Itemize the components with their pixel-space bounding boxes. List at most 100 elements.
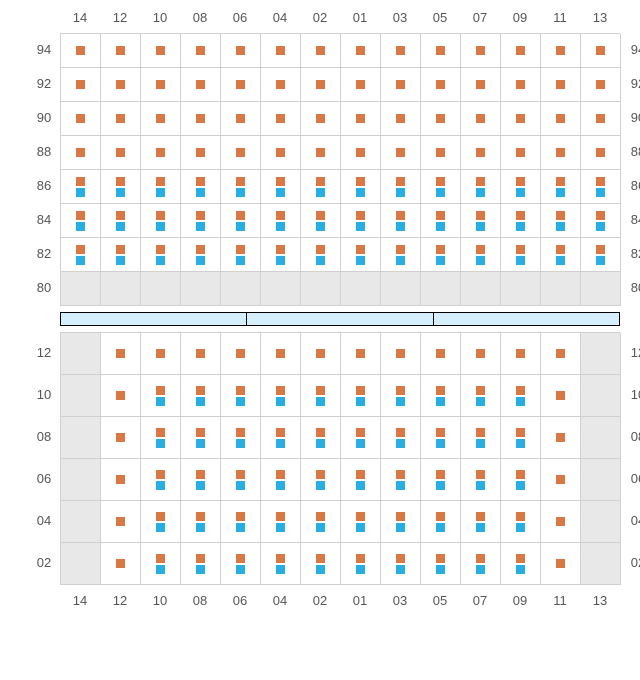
marker-blue — [276, 481, 285, 490]
grid-cell — [501, 417, 541, 459]
grid-cell — [461, 272, 501, 306]
marker-orange — [436, 470, 445, 479]
marker-orange — [196, 46, 205, 55]
marker-blue — [156, 256, 165, 265]
marker-orange — [516, 428, 525, 437]
marker-orange — [356, 80, 365, 89]
marker-orange — [156, 554, 165, 563]
marker-blue — [476, 222, 485, 231]
marker-orange — [396, 80, 405, 89]
marker-orange — [516, 512, 525, 521]
grid-cell — [501, 204, 541, 238]
grid-cell — [141, 501, 181, 543]
upper-grid-section: 94949292909088888686848482828080 — [20, 33, 620, 306]
marker-orange — [316, 512, 325, 521]
marker-orange — [356, 114, 365, 123]
column-label: 02 — [300, 593, 340, 608]
grid-cell — [61, 102, 101, 136]
marker-orange — [396, 349, 405, 358]
grid-cell — [221, 333, 261, 375]
marker-orange — [196, 177, 205, 186]
grid-cell — [501, 375, 541, 417]
grid-cell — [61, 34, 101, 68]
marker-blue — [276, 222, 285, 231]
marker-orange — [356, 554, 365, 563]
grid-cell — [101, 501, 141, 543]
marker-orange — [236, 46, 245, 55]
marker-blue — [356, 565, 365, 574]
marker-blue — [196, 523, 205, 532]
marker-orange — [236, 349, 245, 358]
marker-orange — [316, 80, 325, 89]
marker-orange — [236, 177, 245, 186]
grid-cell — [61, 501, 101, 543]
column-label: 14 — [60, 10, 100, 25]
marker-orange — [556, 177, 565, 186]
marker-blue — [316, 565, 325, 574]
marker-orange — [596, 245, 605, 254]
grid-cell — [381, 34, 421, 68]
marker-orange — [396, 428, 405, 437]
marker-blue — [436, 397, 445, 406]
marker-orange — [316, 211, 325, 220]
row-label: 90 — [32, 110, 56, 125]
grid-cell — [461, 136, 501, 170]
row-label: 04 — [626, 513, 640, 528]
marker-orange — [236, 428, 245, 437]
marker-orange — [236, 114, 245, 123]
grid-cell — [581, 238, 621, 272]
row-label: 08 — [626, 429, 640, 444]
grid-cell — [101, 102, 141, 136]
row-label: 92 — [32, 76, 56, 91]
column-label: 01 — [340, 10, 380, 25]
grid-cell — [341, 417, 381, 459]
grid-cell — [501, 501, 541, 543]
marker-orange — [556, 211, 565, 220]
grid-cell — [461, 417, 501, 459]
grid-cell — [181, 333, 221, 375]
marker-blue — [436, 481, 445, 490]
grid-cell — [421, 136, 461, 170]
marker-blue — [316, 188, 325, 197]
row-label: 12 — [626, 345, 640, 360]
marker-orange — [596, 46, 605, 55]
row-label: 06 — [626, 471, 640, 486]
grid-cell — [341, 238, 381, 272]
grid-cell — [381, 501, 421, 543]
row-label: 82 — [626, 246, 640, 261]
marker-orange — [596, 177, 605, 186]
row-label: 84 — [626, 212, 640, 227]
grid-cell — [541, 501, 581, 543]
row-label: 88 — [626, 144, 640, 159]
grid-cell — [301, 501, 341, 543]
marker-orange — [516, 349, 525, 358]
marker-orange — [596, 114, 605, 123]
marker-blue — [196, 481, 205, 490]
grid-cell — [301, 417, 341, 459]
marker-orange — [516, 80, 525, 89]
marker-orange — [516, 245, 525, 254]
marker-blue — [396, 256, 405, 265]
grid-cell — [221, 543, 261, 585]
marker-orange — [396, 114, 405, 123]
marker-orange — [116, 391, 125, 400]
marker-orange — [116, 433, 125, 442]
grid-cell — [221, 136, 261, 170]
grid-cell — [61, 238, 101, 272]
marker-orange — [556, 391, 565, 400]
grid-cell — [421, 272, 461, 306]
grid-cell — [61, 333, 101, 375]
grid-cell — [101, 136, 141, 170]
row-label: 94 — [626, 42, 640, 57]
column-label: 04 — [260, 593, 300, 608]
grid-cell — [141, 459, 181, 501]
marker-orange — [356, 46, 365, 55]
grid-cell — [541, 170, 581, 204]
marker-orange — [156, 211, 165, 220]
marker-orange — [276, 349, 285, 358]
marker-orange — [276, 470, 285, 479]
grid-cell — [381, 459, 421, 501]
marker-blue — [516, 188, 525, 197]
grid-cell — [101, 459, 141, 501]
grid-cell — [421, 333, 461, 375]
